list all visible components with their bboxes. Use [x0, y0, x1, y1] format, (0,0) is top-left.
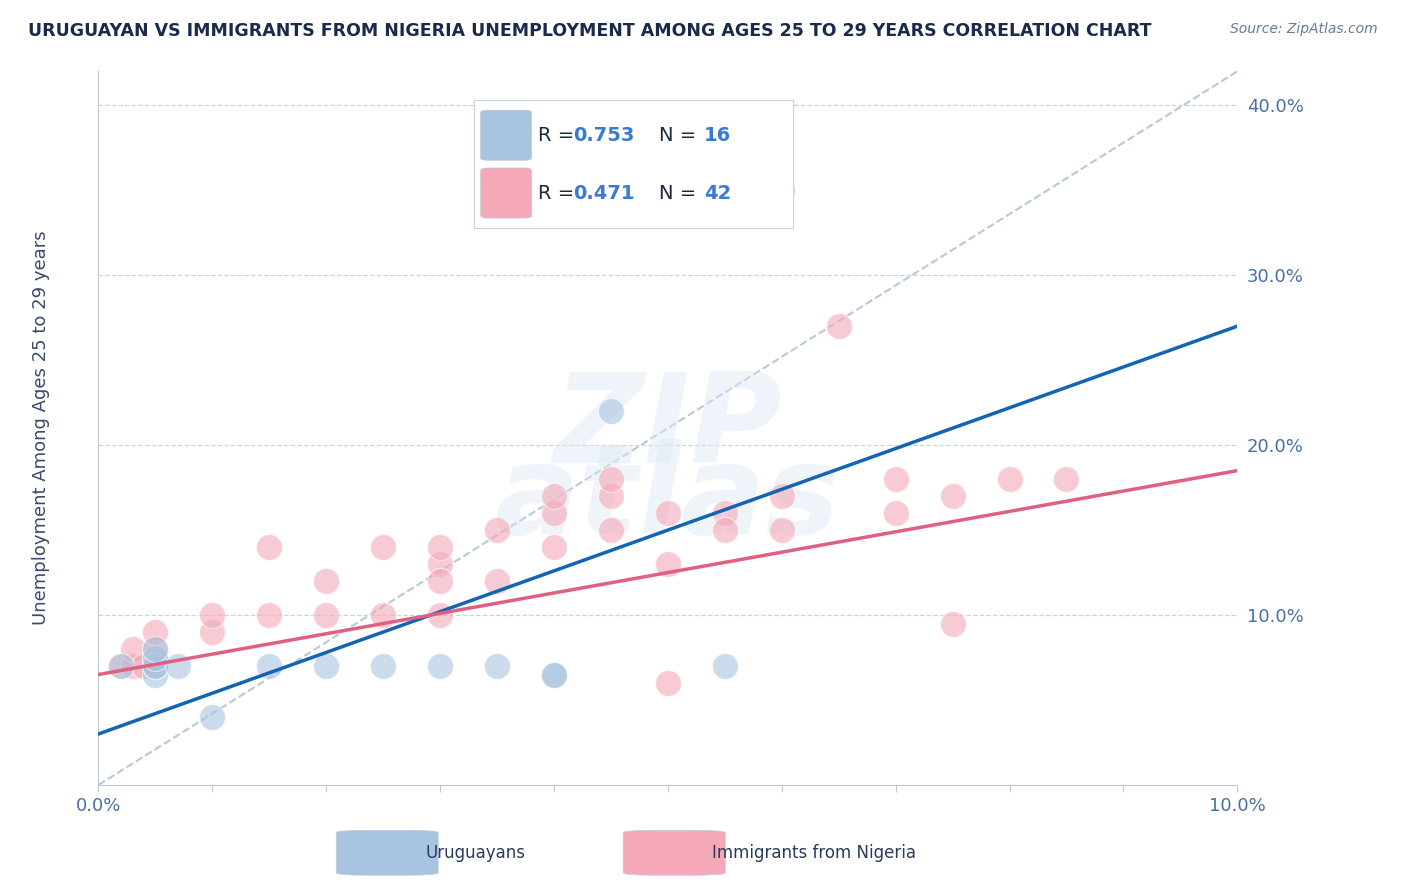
- Text: atlas: atlas: [495, 439, 841, 560]
- Text: Unemployment Among Ages 25 to 29 years: Unemployment Among Ages 25 to 29 years: [32, 231, 51, 625]
- Point: [121, 642, 143, 657]
- Point: [884, 506, 907, 520]
- Point: [543, 667, 565, 681]
- Point: [201, 608, 224, 623]
- Point: [600, 523, 623, 537]
- Point: [429, 574, 451, 588]
- Point: [600, 404, 623, 418]
- Point: [714, 659, 737, 673]
- Point: [145, 667, 167, 681]
- Point: [884, 472, 907, 486]
- Point: [315, 608, 337, 623]
- Point: [259, 659, 281, 673]
- Point: [486, 574, 509, 588]
- Point: [145, 625, 167, 640]
- Point: [373, 608, 395, 623]
- Point: [942, 489, 965, 503]
- Point: [543, 506, 565, 520]
- Point: [998, 472, 1021, 486]
- Point: [543, 540, 565, 554]
- Point: [828, 319, 851, 334]
- Text: URUGUAYAN VS IMMIGRANTS FROM NIGERIA UNEMPLOYMENT AMONG AGES 25 TO 29 YEARS CORR: URUGUAYAN VS IMMIGRANTS FROM NIGERIA UNE…: [28, 22, 1152, 40]
- Text: Source: ZipAtlas.com: Source: ZipAtlas.com: [1230, 22, 1378, 37]
- Point: [259, 540, 281, 554]
- Point: [110, 659, 132, 673]
- Point: [657, 676, 679, 690]
- Point: [714, 506, 737, 520]
- Text: ZIP: ZIP: [554, 368, 782, 489]
- Point: [600, 489, 623, 503]
- Point: [121, 659, 143, 673]
- Point: [600, 472, 623, 486]
- Point: [373, 540, 395, 554]
- Point: [315, 659, 337, 673]
- Point: [145, 659, 167, 673]
- Point: [657, 506, 679, 520]
- Point: [1056, 472, 1078, 486]
- Point: [145, 650, 167, 665]
- Point: [259, 608, 281, 623]
- Point: [657, 557, 679, 571]
- Point: [770, 489, 793, 503]
- Point: [145, 642, 167, 657]
- Point: [770, 183, 793, 197]
- Point: [429, 659, 451, 673]
- Point: [201, 625, 224, 640]
- Point: [429, 540, 451, 554]
- Point: [486, 523, 509, 537]
- Point: [145, 659, 167, 673]
- Point: [429, 608, 451, 623]
- Point: [110, 659, 132, 673]
- Point: [770, 523, 793, 537]
- Point: [132, 659, 155, 673]
- Point: [373, 659, 395, 673]
- Point: [145, 659, 167, 673]
- Point: [543, 489, 565, 503]
- Point: [486, 659, 509, 673]
- Point: [429, 557, 451, 571]
- Point: [315, 574, 337, 588]
- Point: [145, 642, 167, 657]
- Point: [942, 616, 965, 631]
- Point: [201, 710, 224, 724]
- Point: [145, 650, 167, 665]
- Point: [714, 523, 737, 537]
- Point: [167, 659, 190, 673]
- Point: [543, 667, 565, 681]
